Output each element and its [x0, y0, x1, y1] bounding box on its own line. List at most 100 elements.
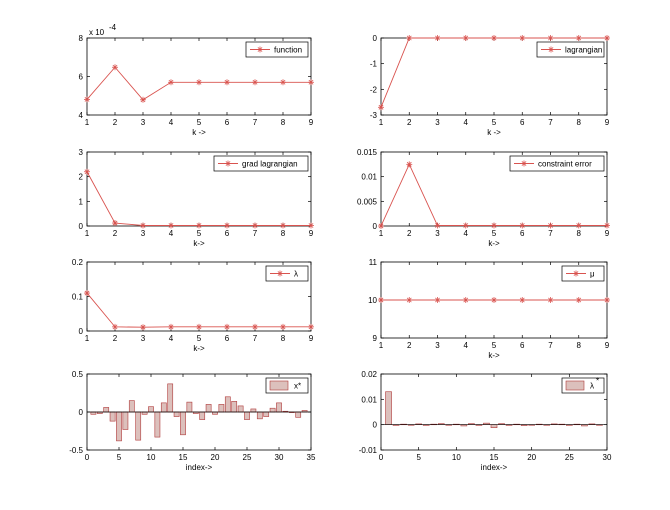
- x-tick-label: 30: [603, 453, 612, 462]
- y-tick-label: -1: [370, 60, 378, 69]
- x-tick-label: 9: [309, 229, 314, 238]
- bar: [269, 407, 276, 413]
- data-point: [196, 323, 202, 330]
- data-point: [378, 104, 384, 111]
- bar: [186, 401, 193, 413]
- x-tick-label: 8: [281, 118, 286, 127]
- y-tick-label: 0: [79, 222, 84, 231]
- legend-marker: [521, 160, 527, 167]
- x-tick-label: 6: [225, 229, 230, 238]
- bar: [122, 411, 129, 430]
- x-tick-label: 5: [197, 229, 202, 238]
- x-tick-label: 20: [211, 453, 220, 462]
- x-tick-label: 1: [85, 334, 90, 343]
- data-point: [252, 79, 258, 86]
- legend-label: grad lagrangian: [242, 160, 298, 169]
- x-tick-label: 9: [605, 341, 610, 350]
- x-tick-label: 8: [281, 229, 286, 238]
- x-tick-label: 2: [407, 229, 412, 238]
- x-tick-label: 9: [309, 334, 314, 343]
- x-tick-label: 7: [253, 118, 258, 127]
- data-point: [519, 297, 526, 303]
- x-tick-label: 3: [435, 229, 440, 238]
- x-tick-label: 3: [141, 334, 146, 343]
- panel-mu: 1 2 3 4 5 6 7 8 9 9 10 11 k-> μ: [368, 258, 610, 360]
- data-point: [168, 222, 174, 229]
- legend: constraint error: [509, 155, 605, 172]
- bar: [490, 424, 498, 429]
- x-tick-label: 4: [169, 229, 174, 238]
- legend: λ*: [561, 377, 605, 394]
- x-tick-label: 1: [85, 229, 90, 238]
- legend: function: [245, 41, 309, 58]
- x-tick-label: 7: [548, 118, 553, 127]
- legend: μ: [561, 265, 605, 282]
- data-point: [308, 323, 314, 330]
- x-tick-label: 1: [379, 341, 384, 350]
- x-tick-label: 20: [527, 453, 536, 462]
- x-axis-label: k->: [488, 351, 500, 360]
- data-point: [519, 35, 526, 41]
- bar: [154, 411, 161, 438]
- legend: λ: [265, 265, 309, 282]
- y-tick-label: -3: [370, 111, 378, 120]
- legend-swatch: [269, 380, 289, 391]
- x-tick-label: 25: [565, 453, 574, 462]
- x-tick-label: 6: [225, 334, 230, 343]
- x-tick-label: 6: [520, 229, 525, 238]
- series-line: [380, 163, 607, 227]
- bar: [109, 411, 116, 422]
- data-point: [140, 96, 146, 103]
- legend-marker: [548, 46, 554, 53]
- x-tick-label: 6: [520, 341, 525, 350]
- data-point: [252, 323, 258, 330]
- data-point: [575, 222, 582, 229]
- x-tick-label: 4: [464, 118, 469, 127]
- x-tick-label: 4: [464, 229, 469, 238]
- y-tick-label: 3: [79, 148, 84, 157]
- x-tick-label: 4: [169, 118, 174, 127]
- data-point: [140, 324, 146, 331]
- x-axis-label: k->: [488, 239, 500, 248]
- data-point: [84, 290, 90, 297]
- x-tick-label: 2: [113, 229, 118, 238]
- bar: [180, 411, 186, 436]
- data-point: [280, 222, 286, 229]
- x-tick-label: 30: [275, 453, 284, 462]
- legend-label: λ: [590, 382, 594, 391]
- y-tick-label: 6: [79, 73, 84, 82]
- x-axis-label: k ->: [487, 128, 501, 137]
- legend-marker: [277, 270, 283, 277]
- x-tick-label: 4: [464, 341, 469, 350]
- x-tick-label: 5: [492, 341, 497, 350]
- x-tick-label: 6: [225, 118, 230, 127]
- x-axis-label: index->: [186, 463, 213, 472]
- data-point: [168, 323, 174, 330]
- y-tick-label: -2: [370, 85, 378, 94]
- data-point: [434, 35, 441, 41]
- x-tick-label: 9: [605, 229, 610, 238]
- bar: [148, 406, 154, 413]
- data-point: [140, 222, 146, 229]
- data-point: [519, 222, 526, 229]
- data-point: [252, 222, 258, 229]
- y-tick-label: 0: [79, 327, 84, 336]
- x-tick-label: 6: [520, 118, 525, 127]
- legend-box: [213, 155, 309, 172]
- legend-marker: [257, 46, 263, 53]
- x-tick-label: 8: [577, 341, 582, 350]
- x-tick-label: 2: [407, 118, 412, 127]
- data-point: [84, 96, 90, 103]
- x-tick-label: 5: [492, 229, 497, 238]
- y-tick-label: 0: [79, 408, 84, 417]
- y-tick-label: 0.005: [357, 197, 378, 206]
- bar: [231, 401, 238, 413]
- legend: x*: [265, 377, 309, 394]
- x-tick-label: 0: [379, 453, 384, 462]
- legend: grad lagrangian: [213, 155, 309, 172]
- data-point: [378, 223, 384, 229]
- panel-constraint-error: 1 2 3 4 5 6 7 8 9 0 0.005 0.01 0.015 k-> constraint er…: [357, 148, 610, 248]
